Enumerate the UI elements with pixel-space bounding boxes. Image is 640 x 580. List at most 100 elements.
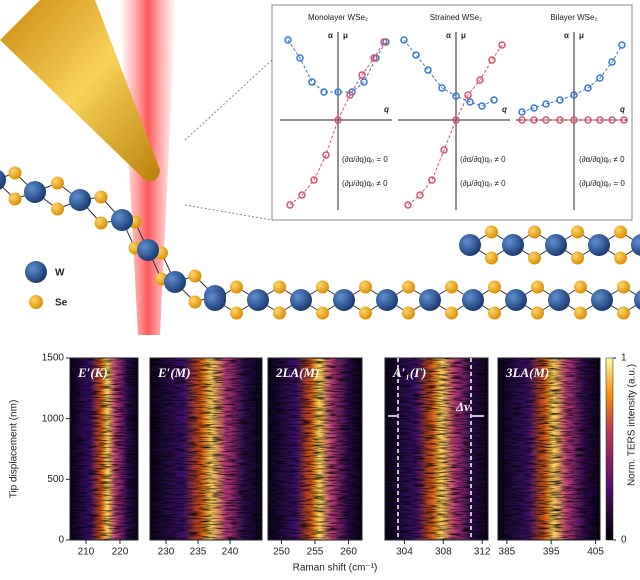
inset-point bbox=[556, 96, 564, 104]
q-label: q bbox=[620, 105, 625, 114]
se-atom bbox=[574, 280, 587, 294]
inset-point bbox=[360, 78, 368, 86]
panel-label: 3LA(M) bbox=[505, 365, 549, 380]
x-tick-label: 312 bbox=[474, 547, 491, 558]
inset-point bbox=[370, 54, 378, 62]
colorbar-label: Norm. TERS intensity (a.u.) bbox=[627, 364, 638, 486]
se-atom bbox=[485, 225, 498, 239]
se-atom bbox=[531, 306, 544, 320]
panel-frame bbox=[69, 357, 139, 541]
x-tick-label: 250 bbox=[273, 547, 290, 558]
inset-panels: Monolayer WSe₂ α μ q (∂α/∂q)q₀ = 0 (∂μ/∂q)q₀ … bbox=[280, 13, 628, 210]
w-atom bbox=[545, 234, 567, 256]
se-atom bbox=[188, 269, 202, 283]
se-atom bbox=[617, 280, 630, 294]
colorbar-tick-label: 1 bbox=[621, 353, 627, 364]
heatmap-noise bbox=[150, 358, 262, 540]
condition: (∂μ/∂q)q₀ ≠ 0 bbox=[342, 179, 388, 188]
w-atom bbox=[462, 289, 484, 311]
inset-point bbox=[478, 102, 486, 110]
inset-title: Bilayer WSe₂ bbox=[550, 13, 597, 22]
x-tick-label: 260 bbox=[340, 547, 357, 558]
y-tick-label: 1500 bbox=[42, 353, 65, 364]
x-tick-label: 235 bbox=[190, 547, 207, 558]
inset-point bbox=[498, 41, 506, 49]
inset-point bbox=[286, 201, 294, 209]
condition: (∂μ/∂q)q₀ ≠ 0 bbox=[460, 179, 506, 188]
se-atom bbox=[617, 306, 630, 320]
se-atom bbox=[614, 225, 627, 239]
inset-point bbox=[452, 92, 460, 100]
alpha-label: α bbox=[564, 31, 569, 40]
inset-point bbox=[608, 58, 616, 66]
alpha-label: α bbox=[328, 31, 333, 40]
inset-point bbox=[310, 176, 318, 184]
x-tick-label: 308 bbox=[435, 547, 452, 558]
heatmap-noise bbox=[385, 358, 488, 540]
inset-point bbox=[412, 51, 420, 59]
condition: (∂α/∂q)q₀ ≠ 0 bbox=[579, 155, 625, 164]
se-atom bbox=[574, 306, 587, 320]
se-atom bbox=[528, 251, 541, 265]
w-atom bbox=[111, 209, 133, 231]
w-atom bbox=[164, 271, 186, 293]
inset-point bbox=[322, 151, 330, 159]
x-tick-label: 405 bbox=[587, 547, 604, 558]
w-atom bbox=[419, 289, 441, 311]
se-atom bbox=[51, 202, 64, 216]
inset-curve bbox=[521, 44, 623, 113]
w-atom bbox=[247, 289, 269, 311]
heatmaps: 0 500 1000 1500 Tip displacement (nm) Raman s… bbox=[9, 353, 638, 574]
inset-point bbox=[476, 76, 484, 84]
se-atom bbox=[359, 306, 372, 320]
inset-point bbox=[596, 116, 604, 124]
inset-point bbox=[570, 91, 578, 99]
panel-label: 2LA(M) bbox=[275, 365, 319, 380]
inset-point bbox=[404, 201, 412, 209]
se-atom bbox=[188, 295, 202, 309]
inset-point bbox=[308, 78, 316, 86]
panel-label: E′(K) bbox=[77, 365, 108, 380]
y-axis-label: Tip displacement (nm) bbox=[9, 400, 20, 499]
se-atom bbox=[230, 306, 243, 320]
se-atom bbox=[485, 251, 498, 265]
inset-point bbox=[416, 191, 424, 199]
inset-point bbox=[296, 54, 304, 62]
x-tick-label: 304 bbox=[396, 547, 413, 558]
panel-frame bbox=[497, 357, 601, 541]
w-atom bbox=[631, 234, 640, 256]
inset-point bbox=[570, 116, 578, 124]
y-tick-label: 500 bbox=[47, 474, 64, 485]
panel-label: E′(M) bbox=[157, 365, 191, 380]
inset-point bbox=[380, 38, 388, 46]
inset-point bbox=[490, 96, 498, 104]
w-atom bbox=[634, 290, 640, 310]
se-atom bbox=[8, 192, 22, 206]
annotation: Δν bbox=[455, 399, 470, 414]
inset-point bbox=[438, 84, 446, 92]
inset-frame bbox=[271, 4, 633, 221]
y-tick-label: 0 bbox=[58, 535, 64, 546]
tip bbox=[0, 0, 160, 182]
connector bbox=[184, 204, 273, 221]
inset-point bbox=[400, 36, 408, 44]
lattice bbox=[0, 166, 640, 320]
w-atom bbox=[333, 289, 355, 311]
condition: (∂α/∂q)q₀ ≠ 0 bbox=[460, 155, 506, 164]
x-tick-label: 395 bbox=[543, 547, 560, 558]
legend-w-icon bbox=[25, 261, 47, 283]
w-atom bbox=[137, 239, 159, 261]
w-atom bbox=[502, 234, 524, 256]
inset-point bbox=[320, 88, 328, 96]
w-atom bbox=[459, 234, 481, 256]
x-axis-label: Raman shift (cm⁻¹) bbox=[293, 563, 378, 574]
colorbar bbox=[605, 357, 614, 541]
w-atom bbox=[24, 181, 46, 203]
se-atom bbox=[230, 280, 243, 294]
legend-label: W bbox=[55, 268, 65, 279]
w-atom bbox=[290, 289, 312, 311]
y-tick-label: 1000 bbox=[42, 413, 65, 424]
inset-point bbox=[530, 104, 538, 112]
se-atom bbox=[51, 176, 64, 190]
inset-curve bbox=[407, 44, 503, 206]
